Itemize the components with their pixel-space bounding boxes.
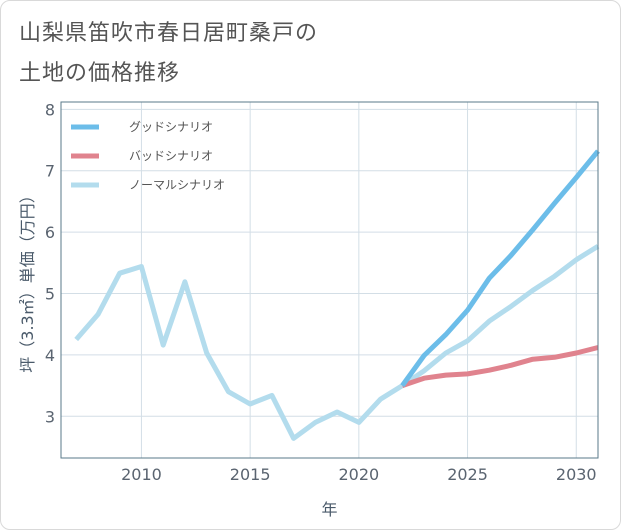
y-tick-label: 6 xyxy=(45,223,55,242)
y-tick-label: 5 xyxy=(45,285,55,304)
x-axis-label: 年 xyxy=(321,500,337,519)
series-line-1 xyxy=(401,345,599,388)
y-tick-label: 3 xyxy=(45,407,55,426)
plot-area-border xyxy=(60,101,599,459)
y-axis-label: 坪（3.3㎡）単価（万円） xyxy=(18,187,37,372)
x-tick-label: 2015 xyxy=(230,465,271,484)
y-tick-label: 7 xyxy=(45,162,55,181)
x-tick-label: 2025 xyxy=(447,465,488,484)
series-line-0 xyxy=(400,149,600,388)
y-tick-label: 8 xyxy=(45,100,55,119)
axis-ticks: 2010 2015 2020 2025 2030 3 4 5 6 7 8 xyxy=(45,100,597,484)
legend-label-2: ノーマルシナリオ xyxy=(129,178,225,192)
x-tick-label: 2030 xyxy=(556,465,597,484)
page-title-line-1: 山梨県笛吹市春日居町桑戸の xyxy=(19,21,319,46)
y-tick-label: 4 xyxy=(45,346,55,365)
x-tick-label: 2020 xyxy=(338,465,379,484)
series-line-2 xyxy=(74,244,600,441)
legend-label-1: バッドシナリオ xyxy=(129,149,213,163)
legend-label-0: グッドシナリオ xyxy=(129,120,213,134)
series-layer xyxy=(74,149,600,441)
page-title-line-2: 土地の価格推移 xyxy=(19,61,181,86)
x-tick-label: 2010 xyxy=(121,465,162,484)
